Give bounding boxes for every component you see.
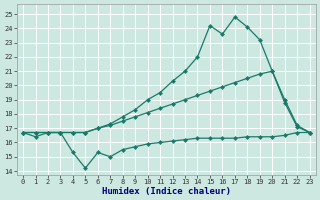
X-axis label: Humidex (Indice chaleur): Humidex (Indice chaleur)	[102, 187, 231, 196]
